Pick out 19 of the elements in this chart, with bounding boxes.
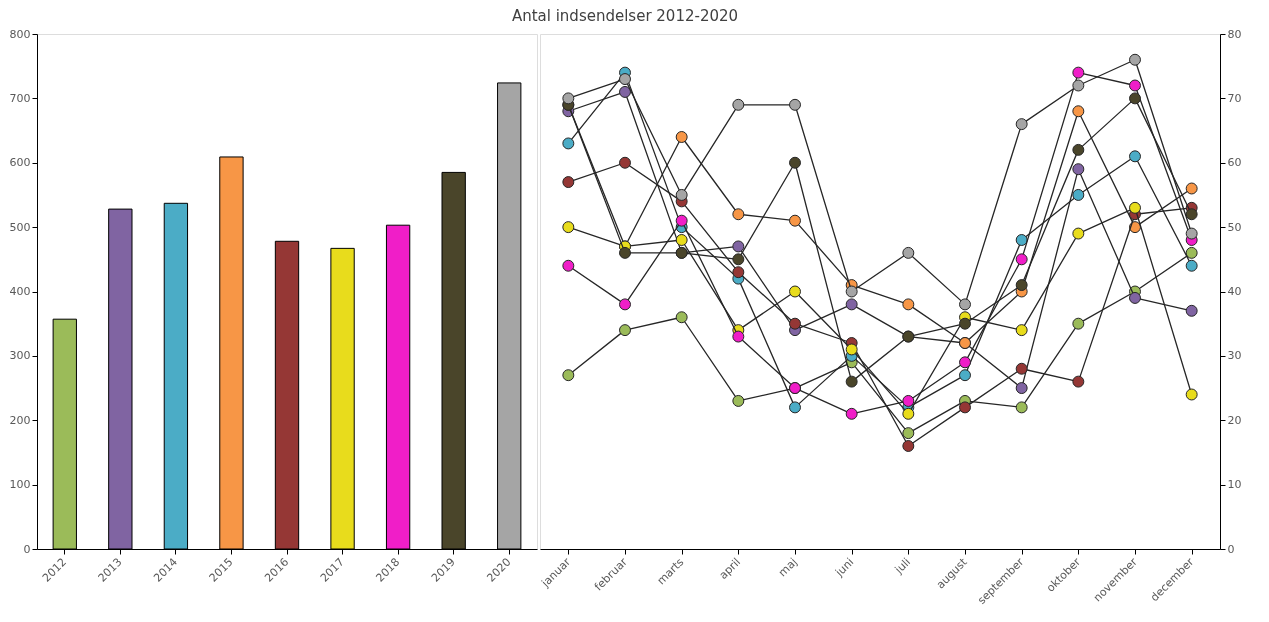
y-tick-label: 600 [9,156,31,170]
y-tick-label: 30 [1227,349,1242,363]
y-tick-label: 700 [9,91,31,105]
y-tick-label: 20 [1227,413,1242,427]
y-tick-label: 70 [1227,91,1242,105]
y-tick-label: 200 [9,413,31,427]
chart-title: Antal indsendelser 2012-2020 [511,6,739,25]
y-tick-label: 800 [9,27,31,41]
y-tick-label: 0 [1227,542,1235,556]
y-tick-label: 100 [9,478,31,492]
y-tick-label: 500 [9,220,31,234]
y-tick-label: 50 [1227,220,1242,234]
y-tick-label: 60 [1227,156,1242,170]
y-tick-label: 0 [23,542,31,556]
y-tick-label: 80 [1227,27,1242,41]
y-tick-label: 10 [1227,478,1242,492]
y-tick-label: 400 [9,285,31,298]
y-tick-label: 300 [9,349,31,363]
y-tick-label: 40 [1227,285,1242,298]
